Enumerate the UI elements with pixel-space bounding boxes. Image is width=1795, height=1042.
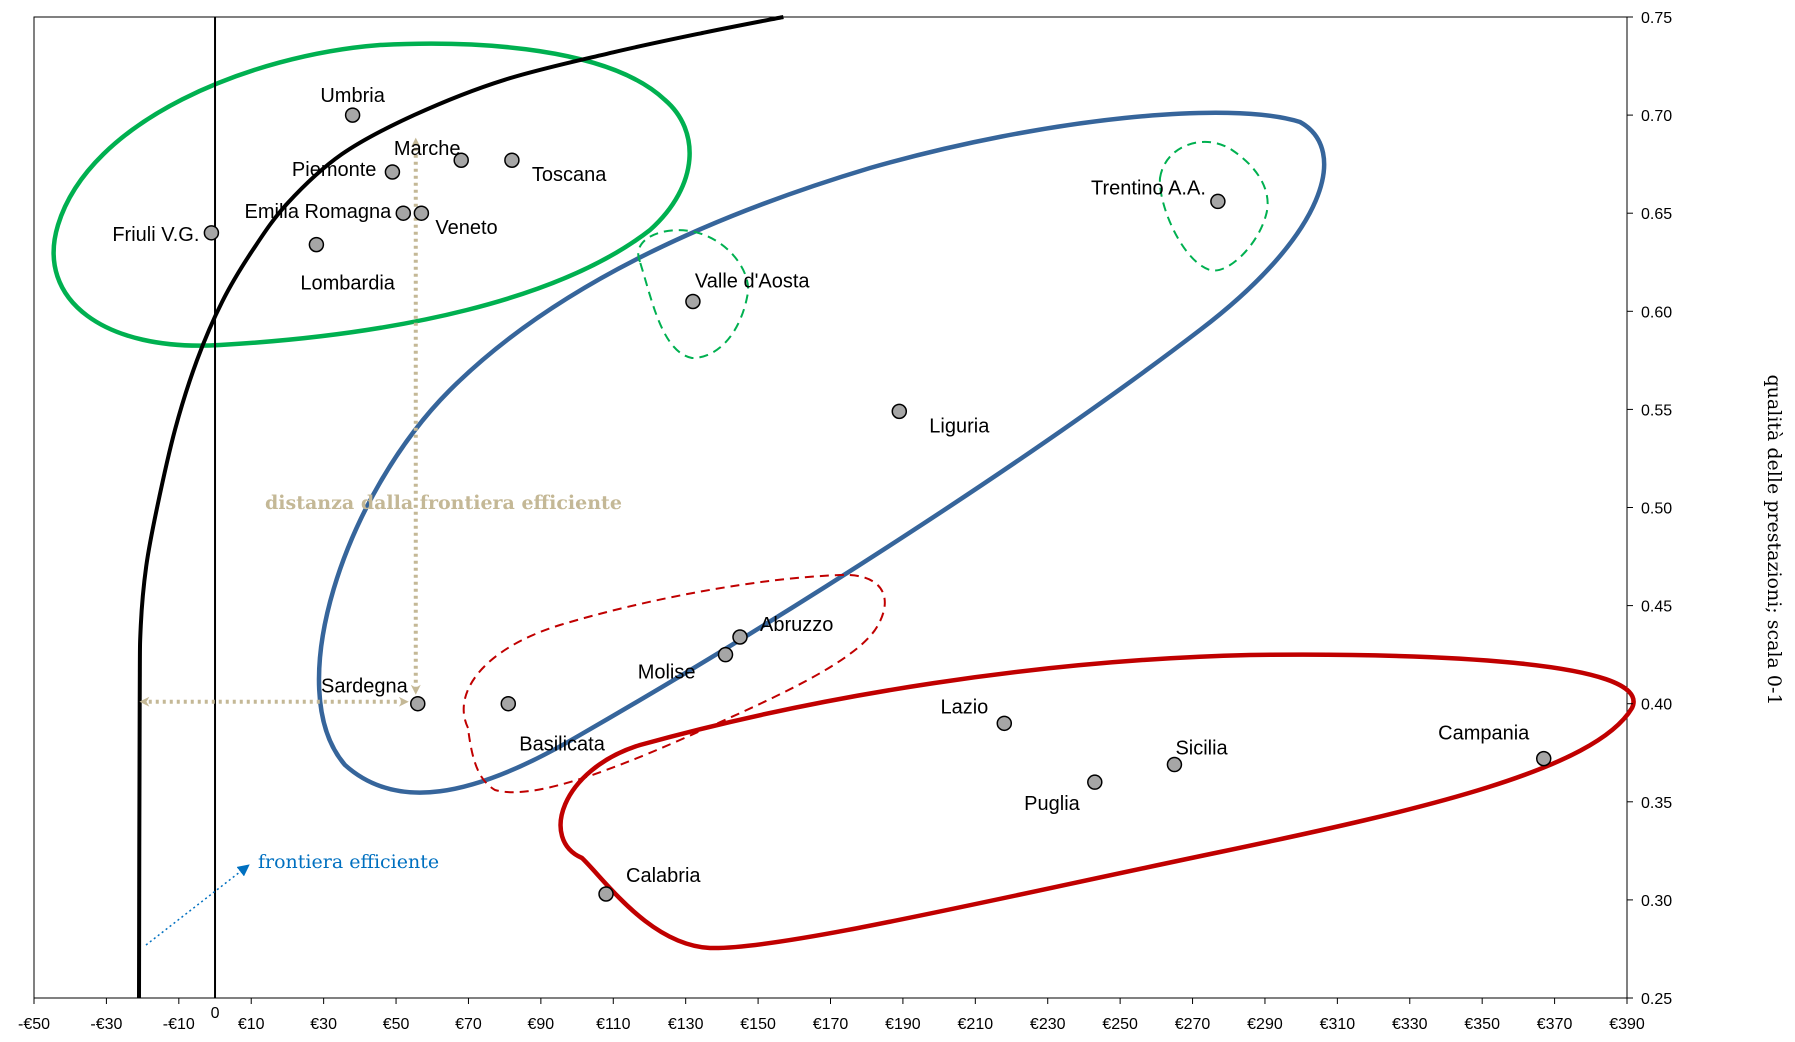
x-tick-label: €330 xyxy=(1392,1016,1428,1033)
data-point xyxy=(344,107,361,123)
x-tick-label: €230 xyxy=(1030,1016,1066,1033)
y-tick-label: 0.30 xyxy=(1641,893,1672,910)
cluster-outlines xyxy=(51,41,1636,951)
data-point xyxy=(685,293,701,310)
x-tick-label: €90 xyxy=(528,1016,555,1033)
data-point xyxy=(413,205,430,221)
point-label: Umbria xyxy=(320,85,385,107)
point-label: Lombardia xyxy=(300,273,395,295)
trentino-dashed-outline xyxy=(1158,140,1269,272)
frontier-pointer-arrow xyxy=(145,864,250,946)
x-tick-label: €310 xyxy=(1320,1016,1356,1033)
y-tick-label: 0.70 xyxy=(1641,108,1672,125)
data-point xyxy=(500,695,517,712)
point-label: Veneto xyxy=(435,217,497,239)
x-tick-label: €50 xyxy=(383,1016,410,1033)
x-tick-label: -€50 xyxy=(18,1016,50,1033)
y-tick-label: 0.35 xyxy=(1641,795,1672,812)
x-tick-label: €10 xyxy=(238,1016,265,1033)
red-cluster-outline xyxy=(558,652,1636,951)
point-label: Valle d'Aosta xyxy=(695,270,811,292)
valle-aosta-dashed-outline xyxy=(637,229,750,360)
point-label: Puglia xyxy=(1024,793,1080,815)
y-tick-label: 0.55 xyxy=(1641,402,1672,419)
data-point xyxy=(395,205,412,221)
x-tick-label: €370 xyxy=(1537,1016,1573,1033)
data-point xyxy=(996,715,1013,732)
data-point xyxy=(384,164,401,180)
zero-tick-label: 0 xyxy=(211,1005,220,1022)
point-label: Lazio xyxy=(940,696,988,718)
y-tick-label: 0.60 xyxy=(1641,304,1672,321)
data-point xyxy=(504,152,520,168)
point-label: Sardegna xyxy=(321,676,409,698)
data-points xyxy=(203,107,1552,902)
data-point xyxy=(732,629,748,645)
x-tick-label: -€10 xyxy=(163,1016,195,1033)
point-label: Calabria xyxy=(626,865,701,887)
y-axis-title: qualità delle prestazioni; scala 0-1 xyxy=(1763,375,1785,706)
point-label: Sicilia xyxy=(1175,738,1228,760)
data-point xyxy=(1210,193,1226,210)
efficient-frontier-curve xyxy=(137,15,784,999)
x-tick-label: €270 xyxy=(1175,1016,1211,1033)
data-point xyxy=(1166,756,1183,773)
point-label: Emilia Romagna xyxy=(245,201,393,223)
data-point xyxy=(308,236,325,253)
x-tick-label: €70 xyxy=(455,1016,482,1033)
data-point xyxy=(1535,750,1552,767)
y-tick-label: 0.45 xyxy=(1641,599,1672,616)
data-point xyxy=(410,695,426,712)
y-tick-label: 0.75 xyxy=(1641,10,1672,27)
y-axis-ticks: 0.25 0.30 0.35 0.40 0.45 0.50 0.55 0.60 0.65 0.70… xyxy=(1627,10,1672,1008)
x-tick-label: €290 xyxy=(1247,1016,1283,1033)
x-tick-label: €110 xyxy=(596,1016,631,1033)
data-point xyxy=(453,152,469,168)
y-tick-label: 0.25 xyxy=(1641,991,1672,1008)
point-label: Trentino A.A. xyxy=(1091,177,1206,199)
point-label: Friuli V.G. xyxy=(112,224,199,246)
data-point xyxy=(203,225,220,241)
data-point xyxy=(1087,774,1103,790)
x-axis-ticks: -€50 -€30 -€10 €10 €30 €50 €70 €90 €110 €130 €150 €… xyxy=(18,998,1645,1033)
x-tick-label: €250 xyxy=(1102,1016,1138,1033)
distance-annotation: distanza dalla frontiera efficiente xyxy=(265,492,622,514)
y-tick-label: 0.65 xyxy=(1641,206,1672,223)
x-tick-label: €130 xyxy=(668,1016,704,1033)
x-tick-label: €350 xyxy=(1464,1016,1500,1033)
x-tick-label: €170 xyxy=(813,1016,849,1033)
x-tick-label: €210 xyxy=(958,1016,994,1033)
point-label: Marche xyxy=(394,138,461,160)
point-labels: Umbria Marche Toscana Piemonte Emilia Romagn… xyxy=(112,85,1530,887)
x-tick-label: €30 xyxy=(310,1016,337,1033)
frontier-annotation: frontiera efficiente xyxy=(258,851,439,873)
point-label: Liguria xyxy=(929,415,990,437)
point-label: Basilicata xyxy=(519,734,605,756)
y-tick-label: 0.40 xyxy=(1641,697,1672,714)
data-point xyxy=(717,646,734,663)
data-point xyxy=(598,886,614,902)
point-label: Toscana xyxy=(532,164,607,186)
x-tick-label: €150 xyxy=(740,1016,776,1033)
point-label: Abruzzo xyxy=(760,614,833,636)
x-tick-label: €190 xyxy=(885,1016,921,1033)
point-label: Molise xyxy=(638,662,696,684)
x-tick-label: €390 xyxy=(1609,1016,1645,1033)
data-point xyxy=(891,403,908,420)
point-label: Piemonte xyxy=(292,159,377,181)
point-label: Campania xyxy=(1438,723,1530,745)
molise-dashed-outline xyxy=(462,573,886,794)
y-tick-label: 0.50 xyxy=(1641,501,1672,518)
green-cluster-outline xyxy=(51,41,692,348)
x-tick-label: -€30 xyxy=(90,1016,122,1033)
blue-cluster-outline xyxy=(316,110,1327,795)
